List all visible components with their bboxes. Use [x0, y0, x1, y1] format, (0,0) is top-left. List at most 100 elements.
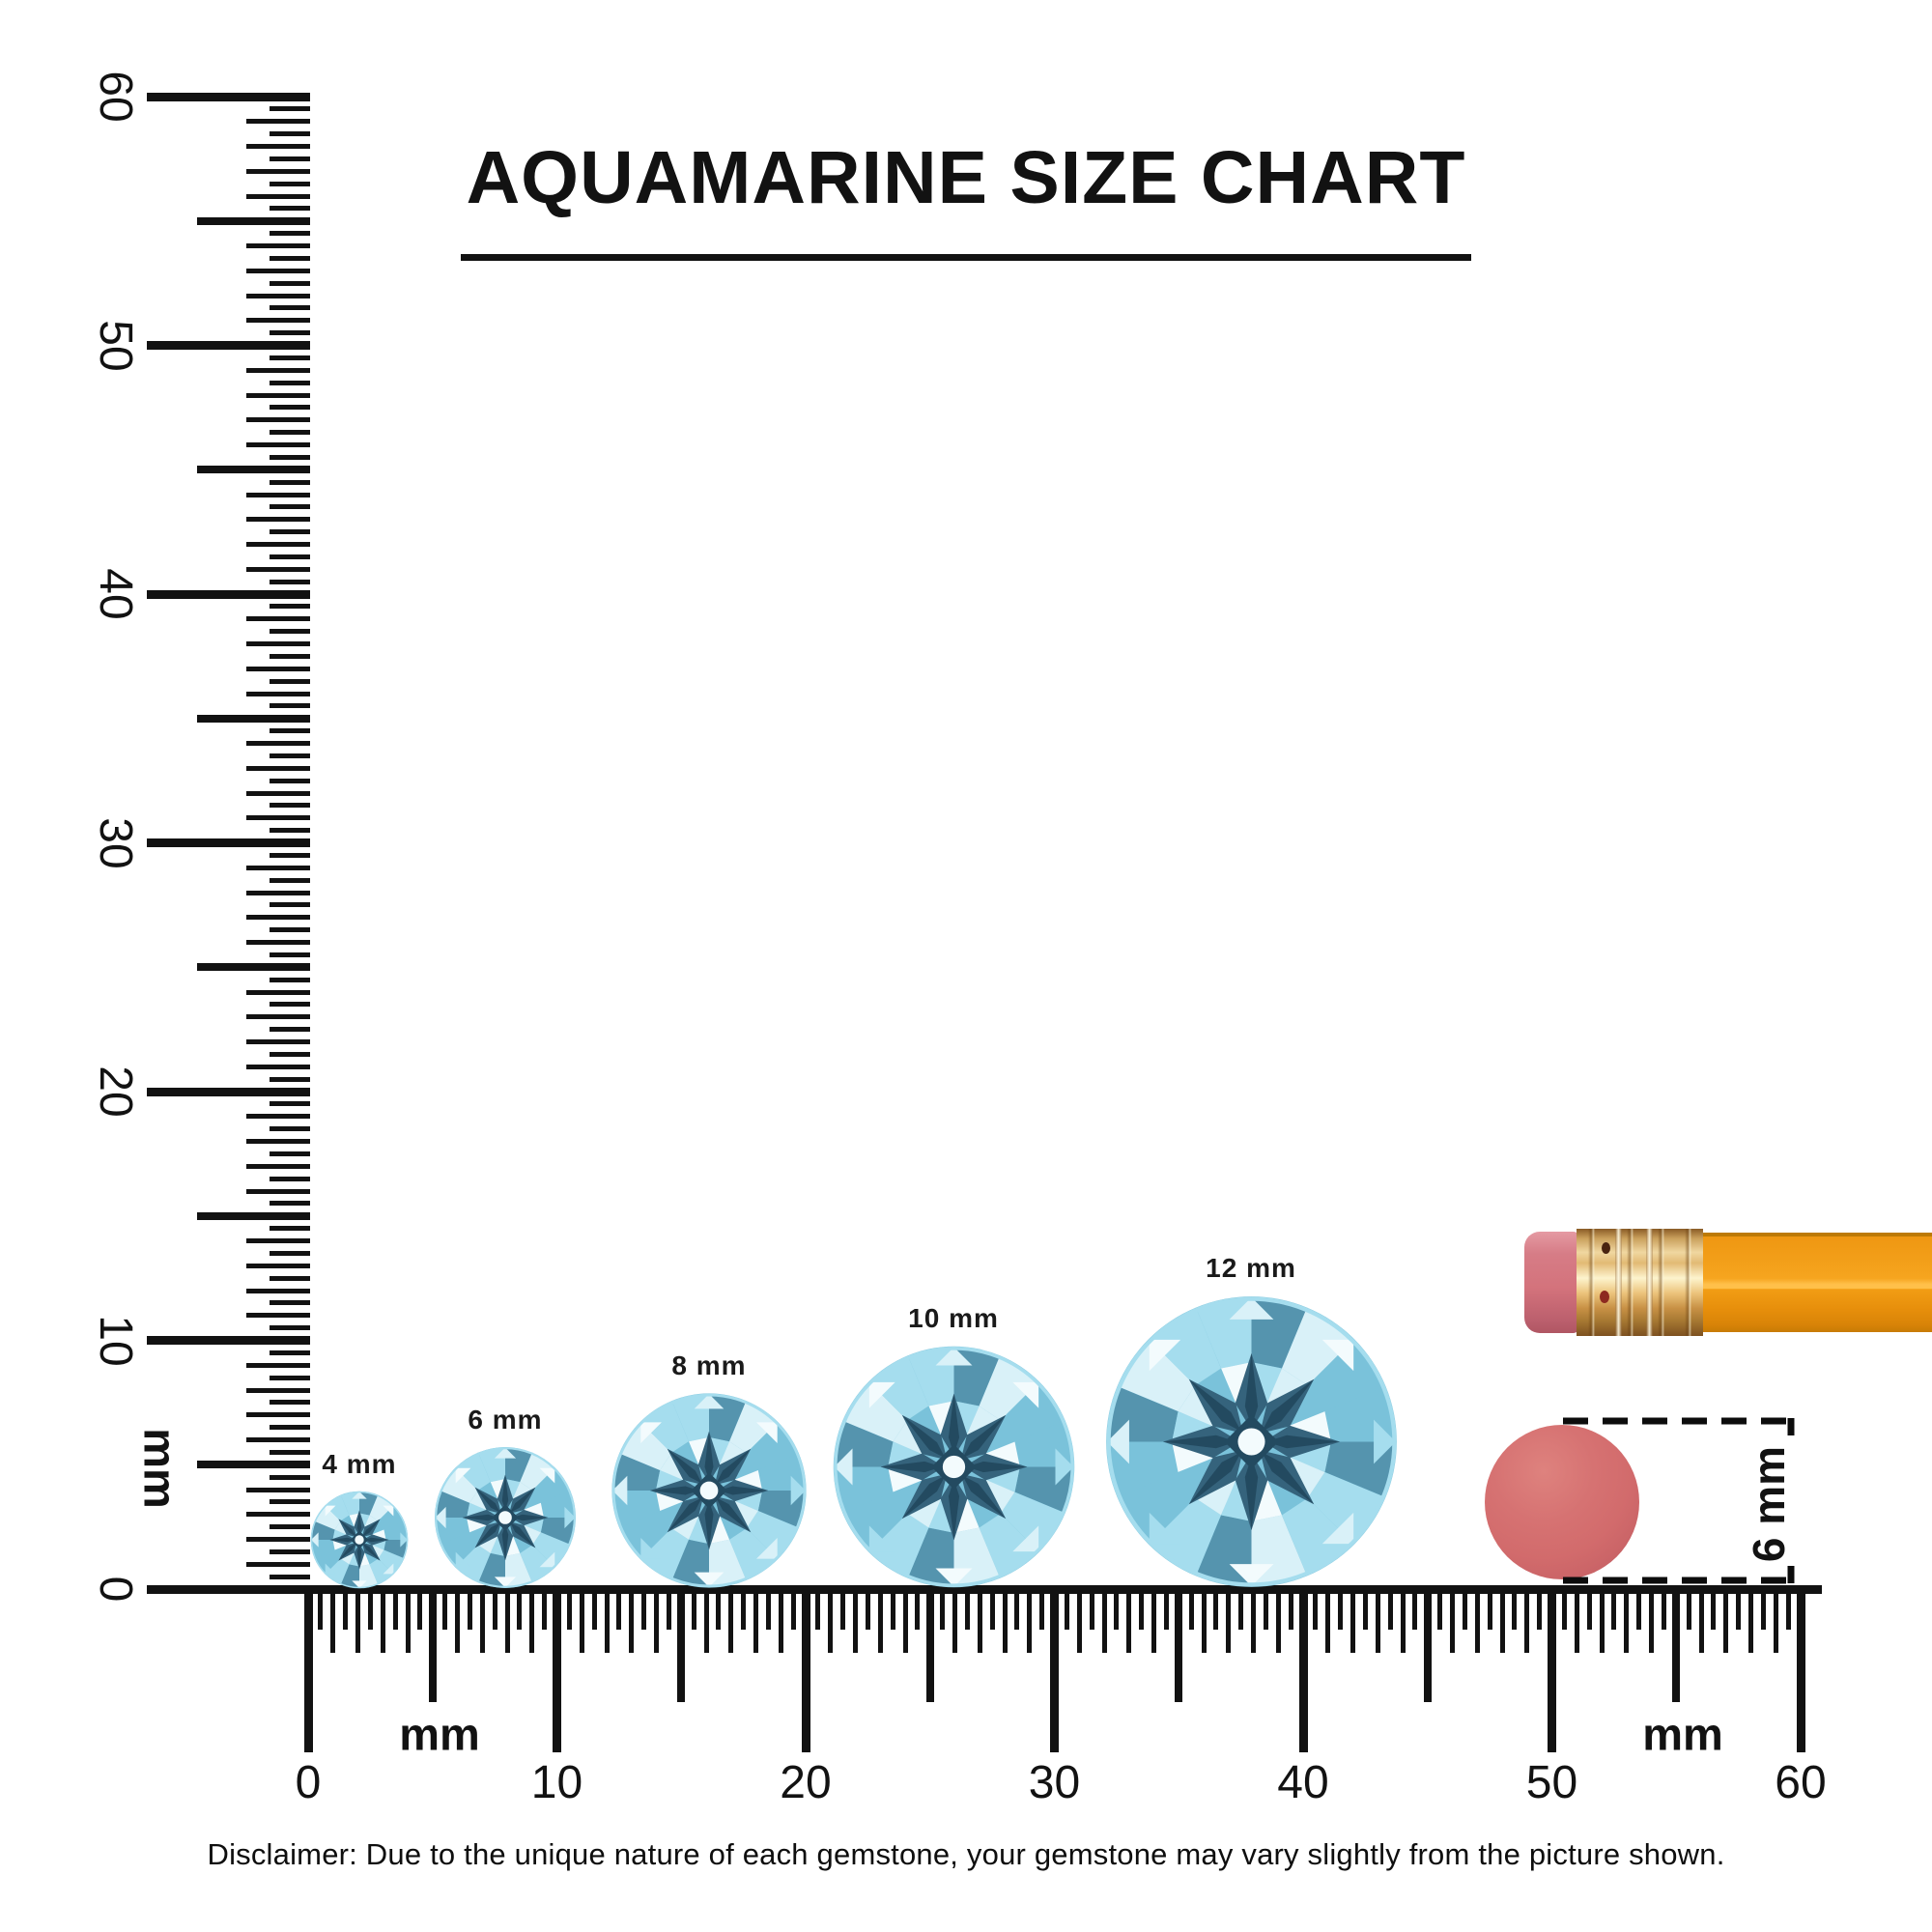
horizontal-ruler-tick [765, 1589, 771, 1630]
vertical-ruler-tick [270, 653, 310, 659]
gem-illustration [1105, 1296, 1397, 1587]
pencil [1524, 1229, 1932, 1336]
vertical-ruler-tick [270, 1275, 310, 1281]
vertical-ruler-tick [197, 714, 310, 723]
horizontal-ruler-tick [1288, 1589, 1293, 1630]
horizontal-ruler-tick [1350, 1589, 1355, 1653]
gem-size-label: 12 mm [1206, 1253, 1296, 1283]
vertical-ruler-tick [147, 341, 310, 350]
vertical-ruler-tick [270, 305, 310, 311]
vertical-ruler-tick [270, 778, 310, 783]
horizontal-ruler-number: 30 [1028, 1757, 1081, 1808]
horizontal-ruler-tick [1748, 1589, 1753, 1653]
vertical-ruler-tick [270, 1449, 310, 1455]
horizontal-ruler-tick [616, 1589, 622, 1630]
vertical-ruler-tick [246, 641, 310, 646]
horizontal-ruler-number: 20 [780, 1757, 832, 1808]
gem-illustration [435, 1447, 576, 1588]
ferrule-ridge [1588, 1229, 1595, 1336]
vertical-ruler-tick [270, 1201, 310, 1207]
horizontal-ruler-tick [1126, 1589, 1132, 1653]
horizontal-ruler-tick [1175, 1589, 1183, 1702]
horizontal-ruler-tick [467, 1589, 472, 1630]
horizontal-ruler-tick [579, 1589, 584, 1653]
horizontal-ruler-tick [1760, 1589, 1766, 1630]
horizontal-ruler-tick [1375, 1589, 1380, 1653]
vertical-ruler-tick [147, 92, 310, 101]
vertical-ruler-tick [270, 231, 310, 237]
horizontal-ruler-tick [801, 1589, 810, 1752]
horizontal-ruler-tick [902, 1589, 908, 1653]
horizontal-ruler-tick [1313, 1589, 1319, 1630]
gem-size-label: 6 mm [468, 1405, 543, 1435]
horizontal-ruler-tick [890, 1589, 895, 1630]
horizontal-ruler-tick [318, 1589, 324, 1630]
horizontal-ruler-tick [1151, 1589, 1156, 1653]
vertical-ruler-tick [246, 367, 310, 373]
eraser-size-label: 6 mm [1744, 1445, 1794, 1563]
horizontal-ruler-tick [1114, 1589, 1120, 1630]
vertical-ruler-tick [246, 790, 310, 796]
vertical-ruler-tick [246, 492, 310, 497]
vertical-ruler-tick [246, 989, 310, 995]
vertical-ruler-tick [246, 168, 310, 174]
vertical-ruler-tick [246, 915, 310, 921]
horizontal-ruler-tick [442, 1589, 448, 1630]
horizontal-ruler-tick [1561, 1589, 1567, 1630]
vertical-ruler-tick [270, 1226, 310, 1232]
horizontal-ruler-number: 0 [295, 1757, 322, 1808]
horizontal-ruler-tick [1251, 1589, 1256, 1653]
vertical-ruler-tick [270, 206, 310, 212]
vertical-ruler-number: 30 [90, 816, 141, 869]
horizontal-ruler-tick [703, 1589, 709, 1653]
vertical-ruler-tick [246, 1114, 310, 1120]
vertical-ruler-tick [270, 1548, 310, 1554]
horizontal-ruler-tick [1611, 1589, 1617, 1630]
vertical-ruler-tick [246, 1163, 310, 1169]
horizontal-ruler-tick [1698, 1589, 1704, 1653]
ferrule-crimp-dot [1602, 1242, 1610, 1254]
horizontal-ruler-tick [405, 1589, 411, 1653]
vertical-ruler-tick [246, 616, 310, 622]
horizontal-ruler-tick [1238, 1589, 1244, 1630]
horizontal-ruler-tick [604, 1589, 610, 1653]
vertical-ruler-tick [270, 1300, 310, 1306]
vertical-ruler-tick [270, 1499, 310, 1505]
vertical-ruler-tick [246, 1412, 310, 1418]
vertical-ruler-tick [270, 380, 310, 385]
vertical-ruler-tick [270, 1524, 310, 1530]
horizontal-ruler-tick [1649, 1589, 1654, 1653]
vertical-ruler-tick [270, 554, 310, 559]
horizontal-ruler-tick [1050, 1589, 1059, 1752]
horizontal-ruler-tick [1325, 1589, 1331, 1653]
horizontal-ruler-tick [1163, 1589, 1169, 1630]
vertical-ruler-tick [270, 156, 310, 161]
vertical-ruler-tick [246, 1387, 310, 1393]
vertical-ruler-tick [246, 1437, 310, 1442]
vertical-ruler-tick [270, 1474, 310, 1480]
vertical-ruler-tick [197, 1461, 310, 1469]
vertical-ruler-tick [246, 417, 310, 423]
vertical-ruler-tick [246, 1313, 310, 1319]
horizontal-ruler-tick [1672, 1589, 1681, 1702]
horizontal-ruler-tick [1014, 1589, 1020, 1630]
vertical-ruler-number: 50 [90, 319, 141, 372]
vertical-ruler-tick [270, 952, 310, 957]
horizontal-ruler-tick [1636, 1589, 1642, 1630]
horizontal-ruler-tick [1101, 1589, 1107, 1653]
vertical-ruler-tick [197, 466, 310, 474]
vertical-ruler-tick [270, 1574, 310, 1579]
horizontal-ruler-tick [1263, 1589, 1268, 1630]
vertical-ruler-number: 10 [90, 1314, 141, 1367]
horizontal-ruler-tick [677, 1589, 686, 1702]
vertical-ruler-tick [270, 131, 310, 137]
horizontal-ruler-tick [553, 1589, 561, 1752]
vertical-ruler-tick [270, 1375, 310, 1380]
horizontal-ruler-tick [504, 1589, 510, 1653]
vertical-ruler-tick [246, 691, 310, 696]
vertical-ruler-tick [270, 902, 310, 908]
vertical-ruler-tick [270, 280, 310, 286]
horizontal-ruler-tick [1400, 1589, 1406, 1653]
vertical-ruler-tick [270, 504, 310, 510]
vertical-ruler-tick [246, 517, 310, 523]
